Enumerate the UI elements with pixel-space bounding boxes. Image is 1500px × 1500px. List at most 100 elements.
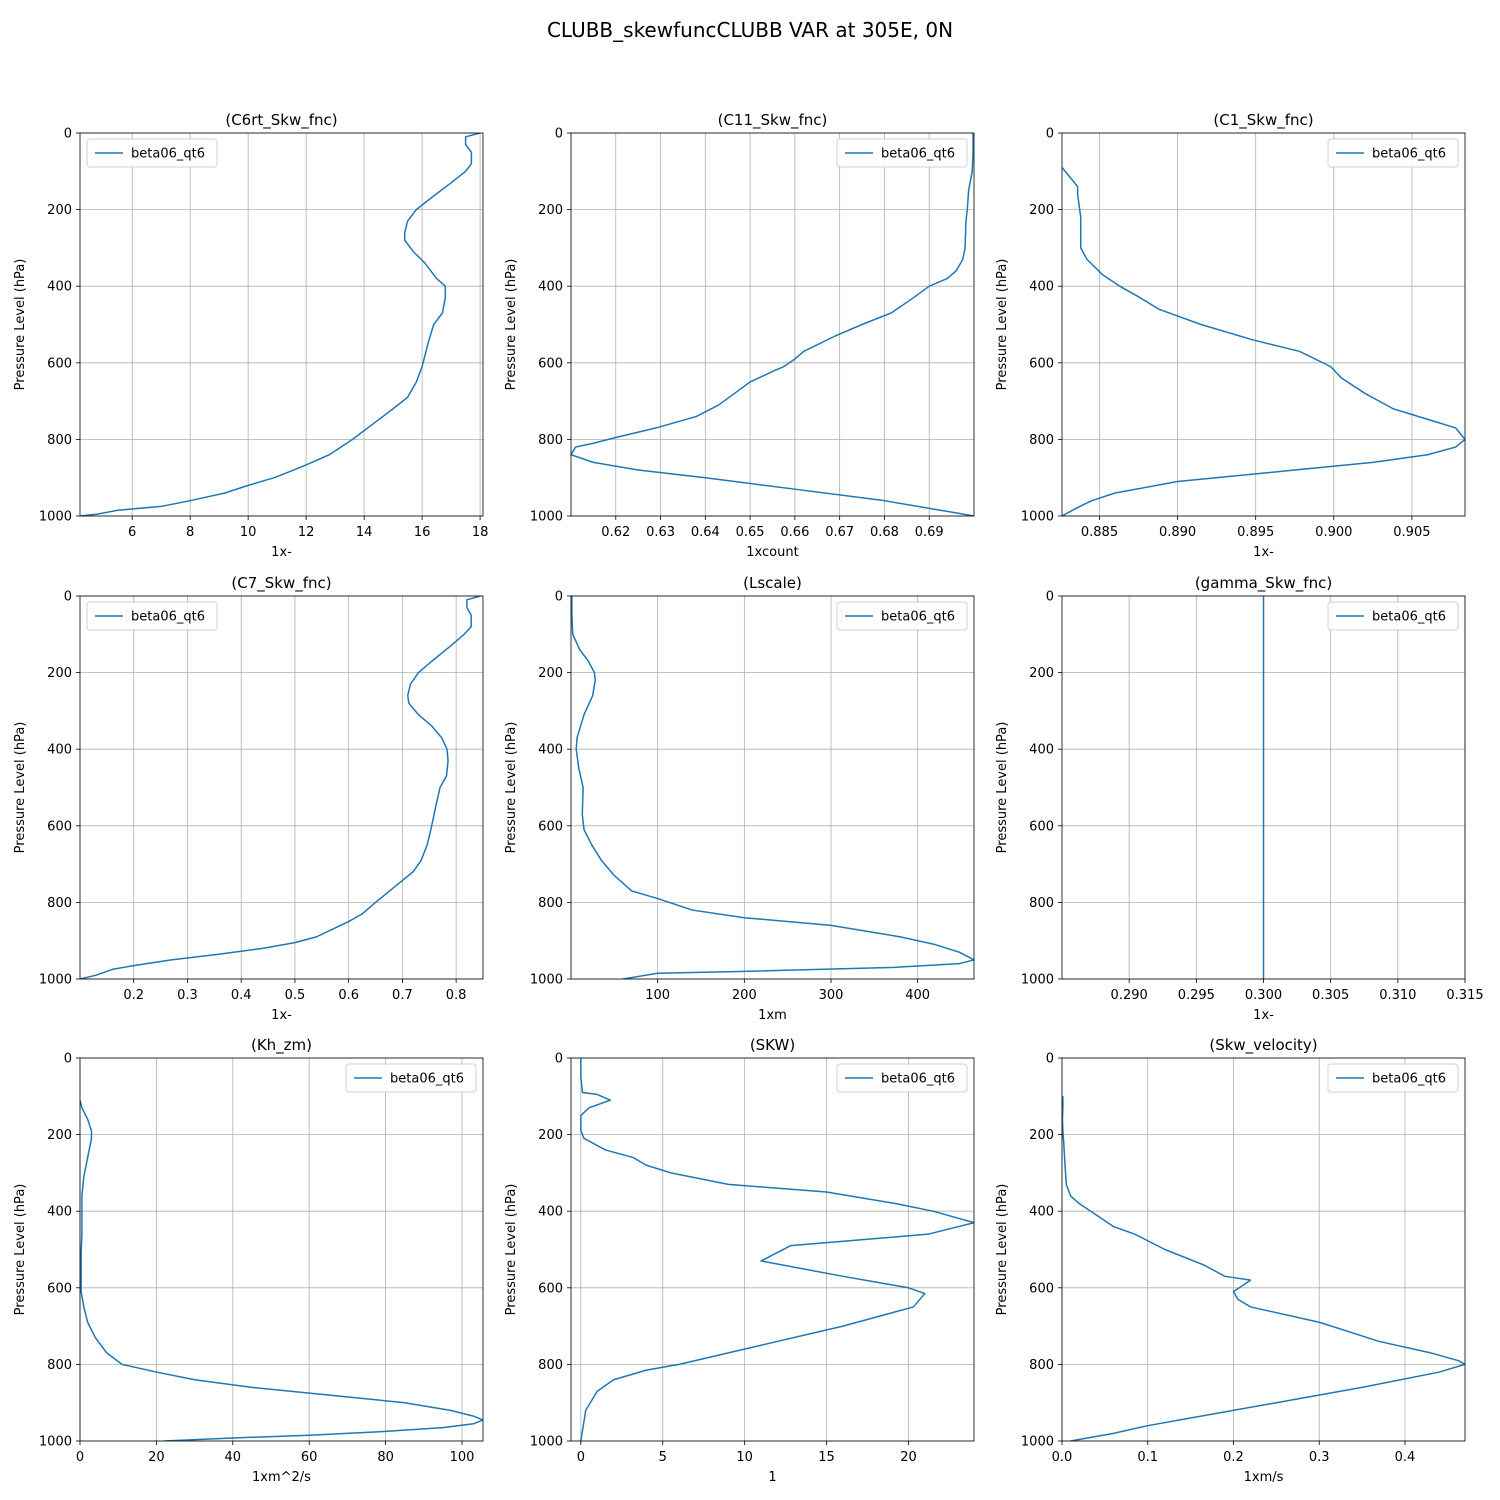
axes-frame	[79, 132, 484, 517]
y-tick-label: 600	[538, 1281, 563, 1296]
y-tick-label: 1000	[1021, 510, 1054, 525]
series-line	[80, 596, 481, 979]
x-tick-label: 0.900	[1315, 525, 1352, 540]
legend-box	[1327, 601, 1459, 631]
x-tick-label: 0	[577, 1450, 585, 1465]
chart-panel: 0.290 0.295 0.300 0.305 0.310 0.315 0 200 400 600…	[995, 574, 1484, 1023]
y-tick-label: 1000	[39, 510, 72, 525]
legend-box	[345, 1063, 477, 1093]
x-tick-label: 0.305	[1312, 988, 1349, 1003]
legend-label: beta06_qt6	[881, 610, 955, 625]
y-tick-label: 1000	[1021, 973, 1054, 988]
legend-label: beta06_qt6	[881, 1072, 955, 1087]
axes-frame	[1061, 1057, 1466, 1442]
y-tick-label: 200	[47, 203, 72, 218]
legend-box	[1327, 1063, 1459, 1093]
chart-panel: 0.885 0.890 0.895 0.900 0.905 0 200 400 600 800 10…	[995, 111, 1466, 560]
axes-frame	[1061, 132, 1466, 517]
axes-frame	[570, 132, 975, 517]
y-tick-label: 1000	[530, 1435, 563, 1450]
x-tick-label: 0.4	[231, 988, 252, 1003]
plot-area	[571, 1058, 974, 1441]
y-tick-label: 400	[47, 280, 72, 295]
y-tick-label: 200	[47, 666, 72, 681]
x-axis-label: 1xm^2/s	[252, 1470, 311, 1485]
y-tick-label: 800	[47, 433, 72, 448]
y-axis-label: Pressure Level (hPa)	[995, 722, 1010, 854]
x-tick-label: 0.4	[1395, 1450, 1416, 1465]
chart-panel: 0 20 40 60 80 10002004006008001000(Kh_zm)1xm^…	[13, 1036, 484, 1485]
axes-frame	[570, 595, 975, 980]
x-tick-label: 0.3	[177, 988, 198, 1003]
y-tick-label: 600	[1029, 356, 1054, 371]
y-tick-label: 0	[555, 1052, 563, 1067]
legend-label: beta06_qt6	[1372, 1072, 1446, 1087]
legend-label: beta06_qt6	[131, 610, 205, 625]
y-tick-label: 200	[47, 1128, 72, 1143]
y-tick-label: 600	[1029, 819, 1054, 834]
legend-label: beta06_qt6	[131, 147, 205, 162]
legend: beta06_qt6	[836, 138, 968, 168]
y-tick-label: 1000	[530, 973, 563, 988]
series-line	[580, 1058, 974, 1441]
x-tick-label: 0.68	[870, 525, 899, 540]
y-tick-label: 400	[538, 280, 563, 295]
x-tick-label: 0.3	[1309, 1450, 1330, 1465]
y-tick-label: 0	[555, 590, 563, 605]
y-tick-label: 800	[47, 1358, 72, 1373]
legend-box	[836, 601, 968, 631]
series-line	[571, 596, 974, 979]
x-tick-label: 0.2	[1223, 1450, 1244, 1465]
y-tick-label: 600	[47, 1281, 72, 1296]
y-tick-label: 400	[538, 1205, 563, 1220]
y-axis-label: Pressure Level (hPa)	[995, 1184, 1010, 1316]
chart-panel: 6 8 10 12 14 16 18 0 200 400 600 800 1000 (C6rt_Skw_f…	[13, 111, 488, 560]
legend-label: beta06_qt6	[1372, 147, 1446, 162]
panel-title: (Kh_zm)	[251, 1036, 312, 1055]
x-tick-label: 0.0	[1052, 1450, 1073, 1465]
series-line	[1062, 1096, 1465, 1441]
plot-area	[571, 596, 974, 979]
x-tick-label: 0.315	[1446, 988, 1483, 1003]
panel-title: (C7_Skw_fnc)	[231, 574, 331, 593]
x-tick-label: 10	[240, 525, 257, 540]
x-tick-label: 0.8	[446, 988, 467, 1003]
figure-title: CLUBB_skewfuncCLUBB VAR at 305E, 0N	[547, 18, 953, 42]
y-tick-label: 1000	[39, 973, 72, 988]
y-tick-label: 0	[1046, 1052, 1054, 1067]
y-axis-label: Pressure Level (hPa)	[504, 722, 519, 854]
panel-title: (C11_Skw_fnc)	[718, 111, 828, 130]
plot-area	[80, 596, 483, 979]
y-tick-label: 800	[1029, 1358, 1054, 1373]
x-tick-label: 400	[905, 988, 930, 1003]
legend: beta06_qt6	[836, 601, 968, 631]
x-tick-label: 0.6	[338, 988, 359, 1003]
legend: beta06_qt6	[1327, 601, 1459, 631]
y-tick-label: 200	[538, 203, 563, 218]
x-tick-label: 0.310	[1379, 988, 1416, 1003]
legend: beta06_qt6	[1327, 138, 1459, 168]
x-tick-label: 0.290	[1111, 988, 1148, 1003]
x-tick-label: 0.295	[1178, 988, 1215, 1003]
plot-area	[571, 133, 974, 516]
x-tick-label: 0.905	[1393, 525, 1430, 540]
x-tick-label: 15	[818, 1450, 835, 1465]
x-tick-label: 60	[301, 1450, 318, 1465]
axes-frame	[79, 1057, 484, 1442]
y-tick-label: 1000	[530, 510, 563, 525]
x-tick-label: 20	[148, 1450, 165, 1465]
x-tick-label: 12	[298, 525, 315, 540]
panel-title: (gamma_Skw_fnc)	[1195, 574, 1332, 593]
x-tick-label: 0	[76, 1450, 84, 1465]
x-tick-label: 0.66	[780, 525, 809, 540]
x-tick-label: 18	[472, 525, 489, 540]
x-axis-label: 1x-	[1253, 1008, 1274, 1023]
x-axis-label: 1x-	[271, 545, 292, 560]
plot-area	[1062, 1058, 1465, 1441]
series-line	[1062, 166, 1465, 516]
x-tick-label: 100	[450, 1450, 475, 1465]
y-axis-label: Pressure Level (hPa)	[504, 1184, 519, 1316]
legend-box	[836, 138, 968, 168]
x-tick-label: 5	[659, 1450, 667, 1465]
